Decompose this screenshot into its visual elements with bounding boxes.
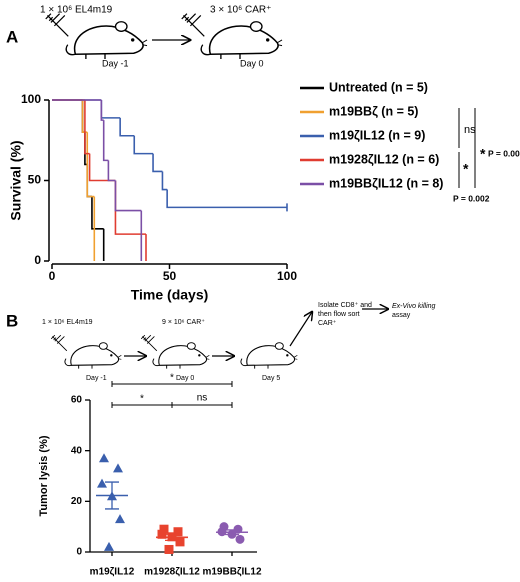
day-text: Day 0: [240, 58, 264, 68]
significance-label: *: [140, 394, 144, 405]
mouse-icon: [152, 342, 210, 370]
significance-label: P = 0.002: [453, 193, 490, 203]
data-point: [173, 527, 183, 537]
syringe-icon: [181, 13, 205, 37]
survival-step: [152, 153, 163, 173]
step-text: then flow sort: [318, 311, 360, 318]
survival-step: [119, 117, 135, 137]
y-tick-label: 20: [71, 496, 83, 507]
day-text: Day -1: [102, 58, 129, 68]
data-point: [164, 544, 174, 554]
dose-text: 3 × 10⁶ CAR⁺: [210, 5, 271, 16]
survival-step: [91, 196, 104, 230]
dose-text: 1 × 10⁶ EL4m19: [42, 319, 93, 326]
data-point: [104, 541, 114, 551]
legend-label: m1928ζIL12 (n = 6): [329, 152, 439, 166]
y-axis-title: Tumor lysis (%): [38, 435, 50, 516]
syringe-icon: [50, 334, 68, 352]
step-text: CAR⁺: [318, 320, 337, 327]
mouse-icon: [65, 20, 148, 60]
dose-text: 1 × 10⁶ EL4m19: [40, 5, 113, 16]
x-tick-label: 100: [277, 269, 297, 283]
dose-text: 9 × 10⁶ CAR⁺: [162, 319, 205, 326]
mouse-icon: [240, 342, 298, 370]
survival-step: [84, 100, 90, 155]
significance-label: *: [463, 161, 469, 177]
data-point: [97, 478, 107, 488]
data-point: [115, 514, 125, 524]
x-tick-label: 50: [163, 269, 177, 283]
survival-step: [133, 135, 154, 155]
data-point: [159, 524, 169, 534]
y-tick-label: 100: [21, 92, 41, 106]
survival-step: [86, 132, 95, 198]
significance-label: ns: [197, 393, 208, 404]
syringe-icon: [140, 334, 158, 352]
day-text: Day 0: [176, 375, 194, 382]
day-text: Day 5: [262, 375, 280, 382]
step-text: Isolate CD8⁺ and: [318, 302, 372, 309]
data-point: [157, 529, 167, 539]
survival-step: [107, 160, 116, 182]
significance-label: P = 0.004: [488, 148, 520, 158]
legend-label: m19BBζ (n = 5): [329, 104, 418, 118]
data-point: [235, 534, 245, 544]
data-point: [99, 453, 109, 463]
y-tick-label: 0: [76, 547, 82, 558]
x-tick-label: m19BBζIL12: [202, 567, 262, 578]
legend-label: Untreated (n = 5): [329, 80, 428, 94]
legend-label: m19BBζIL12 (n = 8): [329, 176, 443, 190]
assay-text: Ex-Vivo killing: [392, 303, 436, 310]
survival-step: [88, 153, 116, 182]
significance-label: *: [170, 373, 174, 384]
x-tick-label: m19ζIL12: [90, 567, 135, 578]
syringe-icon: [45, 13, 69, 37]
survival-step: [166, 189, 287, 209]
day-text: Day -1: [86, 375, 107, 382]
error-bar: [105, 481, 119, 510]
data-point: [113, 463, 123, 473]
y-tick-label: 50: [28, 173, 42, 187]
x-axis-title: Time (days): [131, 287, 209, 303]
x-tick-label: 0: [49, 269, 56, 283]
mouse-icon: [64, 342, 122, 370]
error-bar: [225, 529, 239, 536]
survival-step: [100, 100, 121, 119]
significance-label: ns: [464, 124, 476, 136]
arrow: [289, 312, 312, 347]
significance-label: *: [480, 146, 486, 162]
panel-label: B: [6, 311, 18, 330]
assay-text: assay: [392, 312, 411, 319]
mouse-icon: [200, 20, 283, 60]
y-axis-title: Survival (%): [8, 140, 24, 220]
significance-bracket: [111, 381, 233, 408]
survival-step: [161, 171, 168, 191]
y-tick-label: 40: [71, 445, 83, 456]
data-point: [175, 537, 185, 547]
y-tick-label: 60: [71, 395, 83, 406]
y-tick-label: 0: [34, 253, 41, 267]
error-bar: [165, 533, 179, 541]
survival-step: [102, 120, 109, 162]
legend-label: m19ζIL12 (n = 9): [329, 128, 425, 142]
survival-step: [114, 180, 142, 212]
x-tick-label: m1928ζIL12: [144, 567, 200, 578]
panel-label: A: [6, 27, 18, 46]
